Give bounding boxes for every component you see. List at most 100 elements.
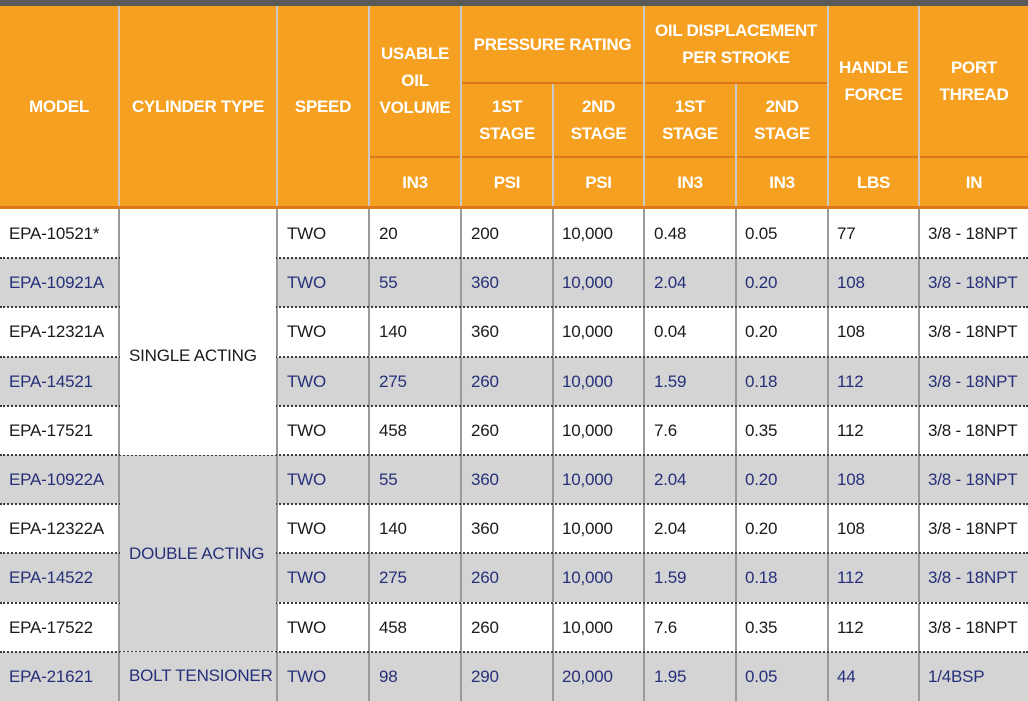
speed-cell: TWO	[287, 470, 327, 489]
oil-volume-cell: 275	[379, 372, 407, 391]
column-divider	[827, 258, 829, 307]
model-cell: EPA-10521*	[9, 224, 100, 243]
displacement-stage1-cell: 2.04	[654, 470, 687, 489]
port-thread-cell: 3/8 - 18NPT	[928, 372, 1018, 391]
column-divider	[368, 652, 370, 701]
column-divider	[368, 357, 370, 406]
displacement-stage1-cell: 1.95	[654, 667, 687, 686]
unit-displacement-stage2: IN3	[769, 172, 795, 192]
column-divider	[735, 603, 737, 652]
handle-force-cell: 108	[837, 273, 865, 292]
row-divider	[0, 651, 1028, 653]
column-divider	[276, 307, 278, 356]
pressure-stage2-cell: 10,000	[562, 322, 613, 341]
pressure-stage1-cell: 260	[471, 568, 499, 587]
displacement-stage1-cell: 7.6	[654, 421, 678, 440]
header-col-divider	[735, 84, 737, 206]
column-divider	[827, 357, 829, 406]
pressure-stage2-cell: 10,000	[562, 568, 613, 587]
pressure-stage2-cell: 10,000	[562, 372, 613, 391]
port-thread-cell: 3/8 - 18NPT	[928, 568, 1018, 587]
pressure-stage1-cell: 260	[471, 618, 499, 637]
column-divider	[552, 307, 554, 356]
column-divider	[368, 406, 370, 455]
oil-volume-cell: 98	[379, 667, 398, 686]
row-divider	[0, 257, 1028, 259]
pressure-stage1-cell: 360	[471, 519, 499, 538]
pressure-stage2-cell: 10,000	[562, 224, 613, 243]
displacement-stage2-cell: 0.20	[745, 470, 778, 489]
column-divider	[643, 209, 645, 258]
column-divider	[460, 553, 462, 602]
header-pressure-stage1: 1ST STAGE	[479, 97, 535, 143]
displacement-stage2-cell: 0.20	[745, 273, 778, 292]
column-divider	[552, 357, 554, 406]
column-divider	[276, 652, 278, 701]
column-divider	[460, 258, 462, 307]
column-divider	[827, 603, 829, 652]
column-divider	[918, 603, 920, 652]
model-cell: EPA-10922A	[9, 470, 105, 489]
model-cell: EPA-10921A	[9, 273, 105, 292]
displacement-stage2-cell: 0.05	[745, 667, 778, 686]
column-divider	[827, 406, 829, 455]
column-divider	[460, 406, 462, 455]
handle-force-cell: 112	[837, 421, 864, 440]
header-col-divider	[368, 6, 370, 206]
displacement-stage1-cell: 7.6	[654, 618, 678, 637]
cylinder-type-cell-single-acting: SINGLE ACTING	[120, 257, 276, 455]
displacement-stage1-cell: 2.04	[654, 519, 687, 538]
column-divider	[118, 603, 120, 652]
column-divider	[552, 258, 554, 307]
column-divider	[735, 209, 737, 258]
column-divider	[918, 652, 920, 701]
column-divider	[276, 455, 278, 504]
displacement-stage1-cell: 0.04	[654, 322, 687, 341]
cylinder-type-cell-double-acting: DOUBLE ACTING	[120, 456, 276, 651]
header-model: MODEL	[29, 96, 89, 116]
unit-displacement-stage1: IN3	[677, 172, 703, 192]
column-divider	[118, 357, 120, 406]
column-divider	[918, 553, 920, 602]
port-thread-cell: 3/8 - 18NPT	[928, 224, 1018, 243]
header-usable-oil-volume: USABLE OIL VOLUME	[379, 43, 451, 117]
row-divider	[0, 306, 1028, 308]
handle-force-cell: 112	[837, 372, 864, 391]
model-cell: EPA-12321A	[9, 322, 105, 341]
table-header	[0, 0, 1028, 208]
column-divider	[827, 209, 829, 258]
header-cylinder-type: CYLINDER TYPE	[131, 96, 265, 116]
column-divider	[552, 455, 554, 504]
speed-cell: TWO	[287, 322, 327, 341]
column-divider	[276, 209, 278, 258]
top-border	[0, 0, 1028, 6]
column-divider	[827, 455, 829, 504]
displacement-stage2-cell: 0.05	[745, 224, 778, 243]
column-divider	[552, 406, 554, 455]
cylinder-type-cell-bolt-tensioner: BOLT TENSIONER	[120, 652, 276, 700]
column-divider	[460, 603, 462, 652]
row-divider	[0, 552, 1028, 554]
column-divider	[276, 406, 278, 455]
displacement-stage2-cell: 0.18	[745, 372, 778, 391]
column-divider	[368, 307, 370, 356]
port-thread-cell: 3/8 - 18NPT	[928, 421, 1018, 440]
port-thread-cell: 3/8 - 18NPT	[928, 470, 1018, 489]
header-col-divider	[552, 84, 554, 206]
column-divider	[643, 455, 645, 504]
column-divider	[918, 258, 920, 307]
displacement-stage2-cell: 0.20	[745, 322, 778, 341]
pressure-stage2-cell: 10,000	[562, 421, 613, 440]
handle-force-cell: 112	[837, 618, 864, 637]
pressure-stage2-cell: 10,000	[562, 618, 613, 637]
model-cell: EPA-17521	[9, 421, 93, 440]
column-divider	[827, 504, 829, 553]
header-displacement-stage1: 1ST STAGE	[662, 97, 718, 143]
oil-volume-cell: 140	[379, 322, 407, 341]
column-divider	[118, 406, 120, 455]
column-divider	[118, 307, 120, 356]
row-divider	[0, 602, 1028, 604]
column-divider	[276, 504, 278, 553]
column-divider	[460, 357, 462, 406]
